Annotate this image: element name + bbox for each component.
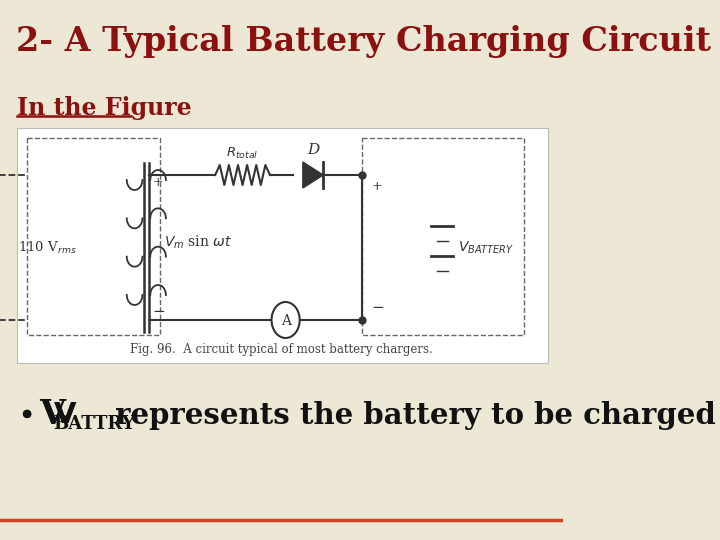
Text: 2- A Typical Battery Charging Circuit: 2- A Typical Battery Charging Circuit [16, 25, 711, 58]
FancyBboxPatch shape [17, 128, 548, 363]
Text: $V_{BATTERY}$: $V_{BATTERY}$ [458, 239, 514, 256]
Text: BATTRY: BATTRY [53, 415, 135, 433]
Text: A: A [281, 314, 291, 328]
Text: $\bullet$  $\mathbf{V}$: $\bullet$ $\mathbf{V}$ [17, 401, 78, 429]
Text: $R_{total}$: $R_{total}$ [226, 145, 258, 160]
Circle shape [271, 302, 300, 338]
Text: D: D [307, 143, 319, 157]
Text: $\bullet$: $\bullet$ [17, 401, 37, 429]
Text: +: + [372, 180, 382, 193]
Bar [362, 138, 524, 335]
Text: V: V [39, 399, 65, 431]
Text: 110 V$_{rms}$: 110 V$_{rms}$ [17, 239, 76, 255]
Text: In the Figure: In the Figure [17, 96, 192, 120]
Text: $V_m$ sin $\omega t$: $V_m$ sin $\omega t$ [163, 234, 232, 251]
Text: represents the battery to be charged: represents the battery to be charged [105, 401, 716, 429]
Bar [27, 138, 161, 335]
Text: −: − [153, 305, 166, 319]
Text: +: + [153, 177, 163, 190]
Text: Fig. 96.  A circuit typical of most battery chargers.: Fig. 96. A circuit typical of most batte… [130, 342, 433, 355]
Polygon shape [303, 162, 323, 188]
Text: −: − [372, 301, 384, 315]
